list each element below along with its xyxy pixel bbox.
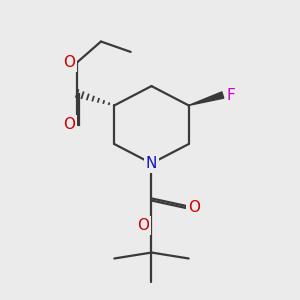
- Polygon shape: [189, 92, 224, 105]
- Text: N: N: [146, 156, 157, 171]
- Text: F: F: [227, 88, 236, 103]
- Text: O: O: [63, 55, 75, 70]
- Text: O: O: [188, 200, 200, 215]
- Text: O: O: [137, 218, 149, 233]
- Text: O: O: [63, 117, 75, 132]
